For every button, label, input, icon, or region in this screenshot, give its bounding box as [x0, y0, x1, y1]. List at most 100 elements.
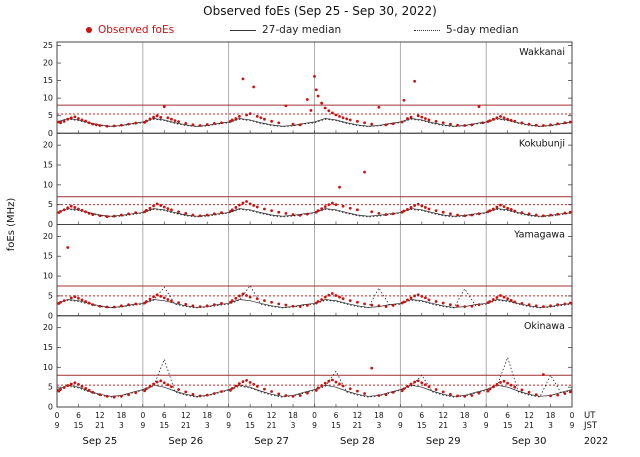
legend-median27-label: 27-day median — [262, 24, 342, 36]
jst-tick-label: 3 — [462, 421, 467, 430]
panel-yamagawa: 0 5 10 15 20 Yamagawa — [43, 224, 573, 320]
y-tick-label: 25 — [43, 41, 53, 50]
y-tick-label: 20 — [43, 232, 53, 241]
day-label: Sep 28 — [340, 436, 375, 447]
ut-tick-label: 0 — [140, 411, 145, 420]
jst-tick-label: 15 — [503, 421, 513, 430]
observed-points — [57, 246, 572, 309]
observed-points — [57, 170, 572, 218]
ut-tick-label: 0 — [484, 411, 489, 420]
median27-line — [56, 299, 573, 308]
ut-tick-label: 6 — [76, 411, 81, 420]
solid-line-icon — [230, 29, 256, 31]
y-tick-label: 0 — [48, 403, 53, 412]
ut-tick-label: 12 — [95, 411, 105, 420]
year-label: 2022 — [584, 436, 608, 447]
panel-okinawa: 0 5 10 15 20 Okinawa — [43, 315, 573, 412]
station-label: Wakkanai — [519, 47, 565, 58]
ut-tick-label: 6 — [505, 411, 510, 420]
jst-tick-label: 9 — [398, 421, 403, 430]
jst-tick-label: 9 — [312, 421, 317, 430]
jst-tick-label: 9 — [226, 421, 231, 430]
jst-axis-label: JST — [583, 421, 598, 431]
y-tick-label: 15 — [43, 252, 53, 261]
jst-tick-label: 21 — [524, 421, 534, 430]
ut-tick-label: 18 — [117, 411, 127, 420]
y-tick-label: 10 — [43, 180, 53, 189]
foes-chart-canvas: 0 5 10 15 20 25 Wakkanai 0 5 10 15 20 Kokubunji 0 5 10 1… — [6, 41, 608, 447]
ut-tick-label: 18 — [546, 411, 556, 420]
median27-line — [56, 118, 573, 127]
jst-tick-label: 21 — [267, 421, 277, 430]
jst-tick-label: 21 — [353, 421, 363, 430]
day-label: Sep 25 — [83, 436, 118, 447]
y-axis-label: foEs (MHz) — [6, 198, 17, 252]
y-tick-label: 0 — [48, 311, 53, 320]
y-tick-label: 5 — [48, 111, 53, 120]
y-tick-label: 5 — [48, 291, 53, 300]
legend-median5-label: 5-day median — [446, 24, 519, 36]
jst-tick-label: 3 — [548, 421, 553, 430]
station-label: Kokubunji — [519, 138, 565, 149]
panel-wakkanai: 0 5 10 15 20 25 Wakkanai — [43, 41, 573, 138]
chart-title: Observed foEs (Sep 25 - Sep 30, 2022) — [203, 4, 437, 18]
dotted-line-icon — [414, 29, 440, 31]
jst-tick-label: 21 — [181, 421, 191, 430]
jst-tick-label: 3 — [119, 421, 124, 430]
jst-tick-label: 9 — [570, 421, 575, 430]
ut-tick-label: 6 — [419, 411, 424, 420]
y-tick-label: 15 — [43, 160, 53, 169]
jst-tick-label: 9 — [55, 421, 60, 430]
jst-tick-label: 21 — [95, 421, 105, 430]
ut-tick-label: 18 — [202, 411, 212, 420]
day-label: Sep 29 — [426, 436, 461, 447]
jst-tick-label: 15 — [160, 421, 170, 430]
observed-dot-icon — [86, 27, 92, 33]
median5-line — [56, 284, 573, 309]
ut-tick-label: 6 — [162, 411, 167, 420]
ut-axis-label: UT — [584, 411, 596, 421]
jst-tick-label: 3 — [205, 421, 210, 430]
ut-tick-label: 0 — [55, 411, 60, 420]
station-label: Yamagawa — [513, 230, 565, 241]
ut-tick-label: 0 — [570, 411, 575, 420]
y-tick-label: 5 — [48, 383, 53, 392]
ut-tick-label: 18 — [460, 411, 470, 420]
observed-points — [57, 74, 572, 128]
day-label: Sep 26 — [168, 436, 203, 447]
jst-tick-label: 3 — [376, 421, 381, 430]
ut-tick-label: 12 — [267, 411, 277, 420]
ut-tick-label: 18 — [374, 411, 384, 420]
ut-tick-label: 12 — [181, 411, 191, 420]
jst-tick-label: 3 — [291, 421, 296, 430]
jst-tick-label: 15 — [331, 421, 341, 430]
ut-tick-label: 18 — [288, 411, 298, 420]
station-label: Okinawa — [524, 321, 565, 332]
y-tick-label: 10 — [43, 272, 53, 281]
ut-tick-label: 6 — [248, 411, 253, 420]
jst-tick-label: 15 — [417, 421, 427, 430]
ut-tick-label: 12 — [353, 411, 363, 420]
y-tick-label: 10 — [43, 94, 53, 103]
jst-tick-label: 15 — [74, 421, 84, 430]
jst-tick-label: 15 — [245, 421, 255, 430]
jst-tick-label: 21 — [438, 421, 448, 430]
y-tick-label: 10 — [43, 363, 53, 372]
y-tick-label: 20 — [43, 323, 53, 332]
ut-tick-label: 12 — [438, 411, 448, 420]
panel-kokubunji: 0 5 10 15 20 Kokubunji — [43, 132, 573, 229]
ut-tick-label: 12 — [524, 411, 534, 420]
y-tick-label: 20 — [43, 59, 53, 68]
y-tick-label: 20 — [43, 141, 53, 150]
day-label: Sep 27 — [254, 436, 289, 447]
y-tick-label: 0 — [48, 129, 53, 138]
y-tick-label: 0 — [48, 220, 53, 229]
jst-tick-label: 9 — [484, 421, 489, 430]
y-tick-label: 15 — [43, 76, 53, 85]
observed-points — [57, 366, 572, 399]
median27-line — [56, 384, 573, 397]
y-tick-label: 15 — [43, 343, 53, 352]
ut-tick-label: 6 — [334, 411, 339, 420]
